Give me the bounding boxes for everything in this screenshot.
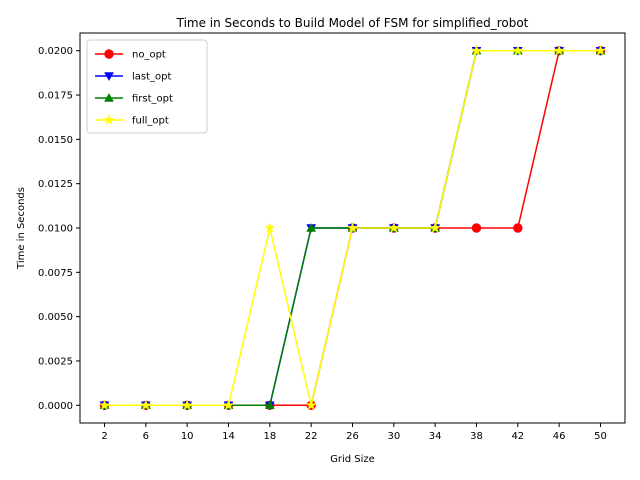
x-tick-label: 10	[181, 431, 194, 442]
y-axis-label: Time in Seconds	[16, 187, 27, 270]
data-point-full_opt	[553, 45, 565, 56]
data-point-full_opt	[595, 45, 606, 56]
x-tick-label: 6	[143, 431, 149, 442]
data-point-full_opt	[181, 399, 193, 410]
x-tick-label: 42	[511, 431, 524, 442]
legend-label: last_opt	[132, 72, 172, 83]
y-tick-label: 0.0125	[38, 179, 73, 190]
series-full_opt	[99, 45, 606, 410]
y-axis: 0.0000 0.0025 0.0050 0.0075 0.0100 0.0125 0.01…	[38, 46, 80, 412]
data-point-first_opt	[306, 222, 317, 232]
legend-label: no_opt	[132, 50, 166, 61]
legend-entry-full_opt: full_opt	[95, 114, 169, 127]
data-point-full_opt	[512, 45, 524, 56]
legend-label: first_opt	[132, 94, 173, 105]
y-tick-label: 0.0075	[38, 268, 73, 279]
y-tick-label: 0.0150	[38, 135, 73, 146]
legend: no_opt last_opt first_opt full_opt	[86, 39, 208, 134]
legend-label: full_opt	[132, 116, 169, 127]
data-point-full_opt	[305, 399, 317, 410]
data-point-no_opt	[513, 223, 523, 233]
x-tick-label: 30	[387, 431, 400, 442]
x-tick-label: 22	[305, 431, 318, 442]
x-tick-label: 2	[101, 431, 107, 442]
x-axis: 2 6 10 14 18 22 26 30 34 38 42 46 50	[101, 423, 607, 442]
legend-entry-last_opt: last_opt	[95, 72, 172, 83]
legend-box	[86, 39, 208, 134]
x-tick-label: 46	[553, 431, 566, 442]
chart-title: Time in Seconds to Build Model of FSM fo…	[176, 16, 529, 30]
legend-swatch-marker	[104, 72, 114, 82]
x-tick-label: 34	[429, 431, 442, 442]
data-point-full_opt	[99, 399, 110, 410]
data-point-full_opt	[429, 222, 441, 233]
data-point-full_opt	[388, 222, 400, 233]
legend-swatch-marker	[104, 49, 114, 59]
x-axis-label: Grid Size	[330, 454, 375, 465]
legend-swatch-marker	[104, 92, 114, 102]
data-point-no_opt	[471, 223, 482, 233]
y-tick-label: 0.0000	[38, 401, 73, 412]
x-tick-label: 18	[263, 431, 276, 442]
data-point-full_opt	[347, 222, 358, 233]
y-tick-label: 0.0200	[38, 46, 73, 57]
y-tick-label: 0.0025	[38, 356, 73, 367]
data-point-full_opt	[223, 399, 234, 410]
x-tick-label: 38	[470, 431, 483, 442]
x-tick-label: 50	[594, 431, 607, 442]
legend-entry-first_opt: first_opt	[95, 92, 173, 105]
y-tick-label: 0.0050	[38, 312, 73, 323]
y-tick-label: 0.0175	[38, 91, 73, 102]
legend-entry-no_opt: no_opt	[95, 49, 166, 61]
data-point-full_opt	[264, 222, 276, 233]
x-tick-label: 14	[222, 431, 235, 442]
x-tick-label: 26	[346, 431, 359, 442]
data-point-full_opt	[140, 399, 152, 410]
legend-swatch-marker	[103, 114, 115, 125]
y-tick-label: 0.0100	[38, 224, 73, 235]
data-point-first_opt	[264, 400, 275, 410]
data-point-full_opt	[471, 45, 482, 56]
series-layer	[99, 45, 606, 411]
